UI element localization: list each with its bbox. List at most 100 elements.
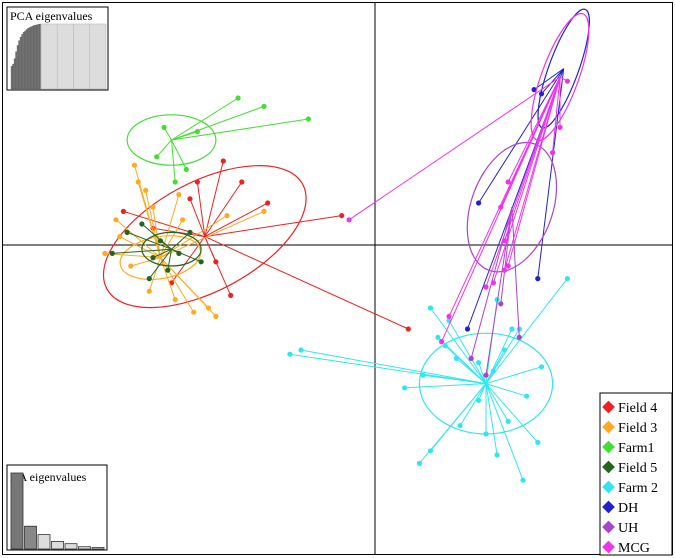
mcg-point-5	[501, 238, 508, 244]
uh-star-line-1	[511, 207, 520, 338]
da-bar-5	[78, 546, 91, 550]
farm-2-star-line-0	[300, 349, 487, 385]
mcg-point-10	[346, 217, 352, 223]
pca-eigenvalues-inset: PCA eigenvalues	[6, 6, 109, 91]
farm1-point-0	[235, 95, 241, 101]
farm-2-point-7	[524, 393, 530, 399]
pca-bar-8	[22, 32, 25, 90]
field-3-point-14	[113, 217, 119, 223]
field-3-star-line-14	[115, 219, 161, 258]
uh-point-2	[468, 355, 474, 361]
farm-2-point-24	[505, 418, 511, 424]
farm1-point-6	[161, 124, 167, 130]
dh-star-line-1	[541, 68, 565, 95]
farm-2-point-15	[453, 355, 459, 361]
legend-label-mcg: MCG	[618, 541, 650, 556]
da-bar-3	[51, 541, 64, 550]
farm-2-star-line-4	[478, 362, 487, 384]
field-3-point-13	[172, 297, 178, 303]
farm1-point-1	[261, 103, 267, 109]
field-4-point-6	[228, 292, 234, 298]
field-3-star-line-3	[159, 194, 180, 258]
farm-2-point-21	[494, 297, 500, 303]
farm-2-point-1	[287, 351, 293, 357]
farm-2-point-11	[483, 431, 489, 437]
legend-label-field-4: Field 4	[618, 401, 657, 416]
farm-2-star-line-18	[448, 320, 487, 384]
field-5-star-line-1	[126, 231, 172, 250]
field-5-star-line-3	[152, 248, 172, 259]
farm-2-star-line-17	[430, 307, 487, 384]
farm1-star-line-1	[171, 105, 265, 141]
legend-items: Field 4 Field 3 Farm1 Field 5 Farm 2 DH UH MCG	[602, 400, 658, 556]
uh-star-line-3	[485, 207, 513, 376]
da-bar-0	[10, 472, 24, 550]
field-3-point-15	[224, 213, 230, 219]
field-4-star-line-4	[189, 198, 206, 237]
field-3-point-5	[191, 309, 197, 315]
uh-point-0	[498, 301, 504, 307]
field-4-point-3	[220, 158, 226, 164]
farm1-point-4	[183, 166, 189, 172]
field-4-point-1	[239, 179, 245, 185]
pca-bar-17	[36, 24, 39, 90]
field-3-star-line-12	[152, 207, 161, 258]
pca-bar-unretained-0	[40, 23, 58, 90]
field-4-star-line-3	[204, 160, 224, 237]
field-3-star-line-4	[145, 190, 161, 258]
farm-2-star-line-10	[485, 383, 498, 456]
field-5-point-2	[139, 221, 145, 227]
pca-bar-unretained-3	[89, 23, 107, 90]
mcg-point-11	[505, 263, 511, 269]
farm-2-point-4	[476, 360, 482, 366]
dh-point-1	[538, 91, 545, 97]
series-farm-2	[287, 276, 571, 483]
field-4-point-4	[187, 196, 193, 202]
da-bar-2	[37, 534, 51, 550]
farm1-point-2	[305, 116, 311, 122]
farm-2-star-line-19	[485, 328, 513, 384]
field-5-point-5	[176, 250, 182, 256]
field-3-star-line-5	[159, 257, 195, 313]
farm1-star-line-3	[171, 131, 198, 141]
field-3-star-line-13	[159, 257, 176, 300]
field-3-point-8	[146, 288, 152, 294]
series-field-5	[109, 221, 204, 282]
field-4-point-0	[120, 208, 126, 214]
field-3-point-9	[135, 179, 141, 185]
mcg-point-2	[550, 150, 556, 156]
farm-2-star-line-8	[485, 383, 539, 443]
dh-point-0	[531, 87, 537, 93]
da-bar-1	[24, 525, 37, 550]
farm1-star-line-5	[156, 139, 172, 158]
pca-bar-5	[18, 40, 21, 90]
field-5-star-line-8	[167, 249, 172, 271]
pca-bar-12	[28, 27, 31, 90]
uh-point-3	[483, 372, 489, 378]
farm-2-point-5	[501, 347, 508, 353]
pca-bar-1	[12, 63, 15, 90]
field-4-point-8	[339, 213, 345, 219]
field-5-star-line-9	[148, 248, 172, 279]
field-5-inertia-ellipse	[141, 231, 202, 267]
mcg-star-line-10	[348, 76, 561, 221]
farm-2-star-line-3	[423, 374, 487, 385]
series-farm1	[126, 95, 311, 185]
da-inset-label: DA eigenvalues	[10, 470, 87, 484]
field-3-point-11	[131, 162, 138, 168]
pca-bar-15	[33, 25, 36, 90]
dh-point-2	[476, 200, 482, 206]
pca-inset-label: PCA eigenvalues	[10, 9, 93, 23]
mcg-inertia-ellipse	[530, 12, 590, 142]
pca-bar-18	[37, 24, 40, 90]
mcg-point-8	[446, 313, 452, 319]
field-3-point-4	[143, 187, 149, 193]
series-layer	[102, 8, 590, 483]
mcg-star-line-11	[507, 76, 561, 267]
dh-point-4	[535, 276, 541, 282]
farm-2-star-line-6	[485, 366, 542, 385]
farm-2-point-13	[427, 448, 434, 454]
pca-bar-10	[25, 29, 28, 90]
farm-2-star-line-13	[430, 383, 487, 452]
